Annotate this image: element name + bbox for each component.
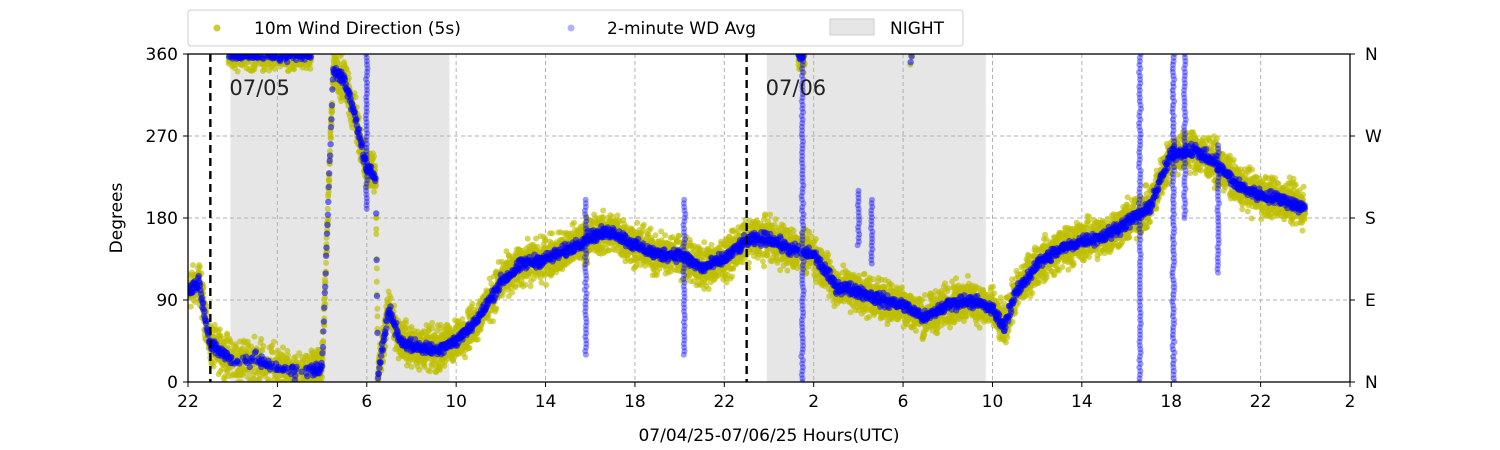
wind-5s-point <box>634 219 641 226</box>
wind-5s-point <box>374 313 381 320</box>
wind-5s-point <box>543 281 550 288</box>
wind-5s-point <box>614 212 621 219</box>
wind-5s-point <box>861 270 868 277</box>
wind-5s-point <box>188 303 194 310</box>
wind-5s-point <box>600 207 607 214</box>
wind-5s-point <box>761 263 767 270</box>
wind-5s-point <box>825 251 832 258</box>
wind-5s-point <box>708 241 715 248</box>
wind-5s-point <box>285 352 291 359</box>
wind-5s-point <box>269 349 276 356</box>
wind-5s-point <box>474 336 481 343</box>
wind-5s-point <box>251 333 258 340</box>
wind-5s-point <box>325 193 332 200</box>
wind-5s-point <box>784 267 791 274</box>
wind-5s-point <box>371 188 377 195</box>
wind-5s-point <box>493 305 500 312</box>
wind-5s-point <box>307 65 314 72</box>
wind-5s-point <box>271 338 277 345</box>
wind-5s-point <box>221 378 228 382</box>
wind-5s-point <box>371 153 377 160</box>
wind-5s-point <box>640 221 647 228</box>
wind-5s-point <box>571 219 577 226</box>
wind-5s-point <box>211 321 218 328</box>
wind-5s-point <box>238 379 245 382</box>
wind-5s-point <box>260 343 267 350</box>
wind-5s-point <box>323 259 329 266</box>
wind-5s-point <box>509 289 515 296</box>
wind-5s-point <box>326 177 333 184</box>
wind-5s-point <box>210 363 217 370</box>
wind-5s-point <box>759 258 766 265</box>
wind-5s-point <box>767 211 774 218</box>
wind-5s-point <box>402 320 409 326</box>
wind-5s-point <box>840 262 847 269</box>
wind-5s-point <box>701 239 708 246</box>
wind-5s-point <box>216 326 223 333</box>
wind-5s-point <box>373 265 380 272</box>
wind-5s-point <box>387 295 394 302</box>
wind-5s-point <box>524 235 531 242</box>
wind-5s-point <box>373 278 380 285</box>
wind-5s-point <box>855 272 862 279</box>
wind-5s-point <box>429 319 436 326</box>
wind-5s-point <box>227 338 234 345</box>
wind-5s-point <box>271 65 278 72</box>
wind-5s-point <box>322 279 329 286</box>
wind-5s-point <box>652 232 659 239</box>
wind-5s-point <box>190 262 196 269</box>
wind-5s-point <box>600 214 607 220</box>
wind-5s-point <box>522 281 529 288</box>
wind-5s-point <box>258 336 265 342</box>
wind-5s-point <box>416 366 423 373</box>
wind-5s-point <box>321 294 328 301</box>
wind-5s-point <box>261 66 268 73</box>
wind-5s-point <box>291 66 298 73</box>
wind-5s-point <box>426 368 433 375</box>
wind-5s-point <box>408 363 415 370</box>
wind-5s-point <box>328 135 334 141</box>
wind-5s-point <box>676 232 683 239</box>
wind-5s-point <box>729 273 736 280</box>
wind-5s-point <box>662 232 669 239</box>
wind-5s-point <box>462 354 469 361</box>
wind-5s-point <box>705 286 712 292</box>
wind-5s-point <box>280 344 286 351</box>
wind-5s-point <box>466 344 473 351</box>
wind-5s-point <box>196 264 203 271</box>
wind-5s-point <box>762 212 769 219</box>
wind-5s-point <box>352 94 359 100</box>
wind-5s-point <box>429 325 436 332</box>
wind-5s-point <box>338 54 345 58</box>
wind-5s-point <box>325 188 332 195</box>
wind-5s-point <box>490 318 496 325</box>
wind-5s-point <box>320 339 327 346</box>
wind-5s-point <box>549 230 556 237</box>
wind-5s-point <box>374 305 381 312</box>
wind-5s-point <box>234 68 241 75</box>
wind-5s-point <box>345 70 352 77</box>
wind-5s-point <box>324 205 331 212</box>
wind-5s-point <box>527 283 534 290</box>
wind-5s-point <box>812 236 819 242</box>
wind-5s-point <box>469 300 476 307</box>
wind-5s-point <box>772 216 779 223</box>
wind-5s-point <box>373 231 380 237</box>
wind-5s-point <box>647 225 654 232</box>
